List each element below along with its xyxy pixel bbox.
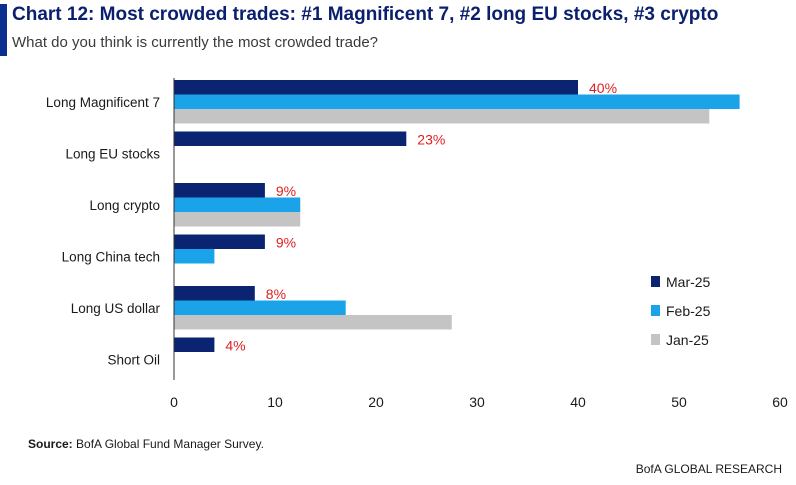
- bar: [174, 286, 255, 301]
- x-tick-label: 30: [469, 394, 485, 410]
- bar: [174, 212, 301, 227]
- x-tick-label: 40: [570, 394, 586, 410]
- chart-title: Chart 12: Most crowded trades: #1 Magnif…: [12, 4, 719, 25]
- bar: [174, 109, 710, 124]
- data-label: 9%: [276, 235, 296, 251]
- data-label: 9%: [276, 183, 296, 199]
- x-tick-label: 60: [772, 394, 788, 410]
- legend-label: Jan-25: [666, 332, 709, 348]
- legend-swatch: [651, 305, 660, 316]
- data-label: 40%: [589, 80, 617, 96]
- legend-swatch: [651, 276, 660, 287]
- source-note: Source: BofA Global Fund Manager Survey.: [28, 437, 264, 451]
- bar: [174, 249, 215, 264]
- bar: [174, 94, 740, 109]
- legend-label: Mar-25: [666, 274, 711, 290]
- category-label: Long EU stocks: [65, 146, 160, 161]
- chart-subtitle: What do you think is currently the most …: [12, 34, 379, 51]
- credit-label: BofA GLOBAL RESEARCH: [635, 462, 782, 476]
- data-label: 8%: [266, 286, 286, 302]
- bar: [174, 183, 265, 198]
- bar: [174, 337, 215, 352]
- source-label: Source:: [28, 437, 73, 451]
- bar: [174, 234, 265, 249]
- bar: [174, 80, 578, 95]
- category-label: Long Magnificent 7: [46, 95, 160, 110]
- data-label: 23%: [417, 132, 445, 148]
- legend-label: Feb-25: [666, 303, 711, 319]
- x-tick-label: 50: [671, 394, 687, 410]
- category-label: Short Oil: [107, 352, 160, 367]
- bar: [174, 315, 452, 330]
- bar: [174, 197, 301, 212]
- category-label: Long US dollar: [71, 301, 161, 316]
- category-label: Long crypto: [89, 198, 160, 213]
- bar: [174, 131, 407, 146]
- bar: [174, 300, 346, 315]
- source-text: BofA Global Fund Manager Survey.: [72, 437, 264, 451]
- data-label: 4%: [225, 338, 245, 354]
- x-tick-label: 0: [170, 394, 178, 410]
- accent-bar: [0, 4, 7, 56]
- legend-swatch: [651, 334, 660, 345]
- x-tick-label: 10: [267, 394, 283, 410]
- category-label: Long China tech: [62, 249, 160, 264]
- x-tick-label: 20: [368, 394, 384, 410]
